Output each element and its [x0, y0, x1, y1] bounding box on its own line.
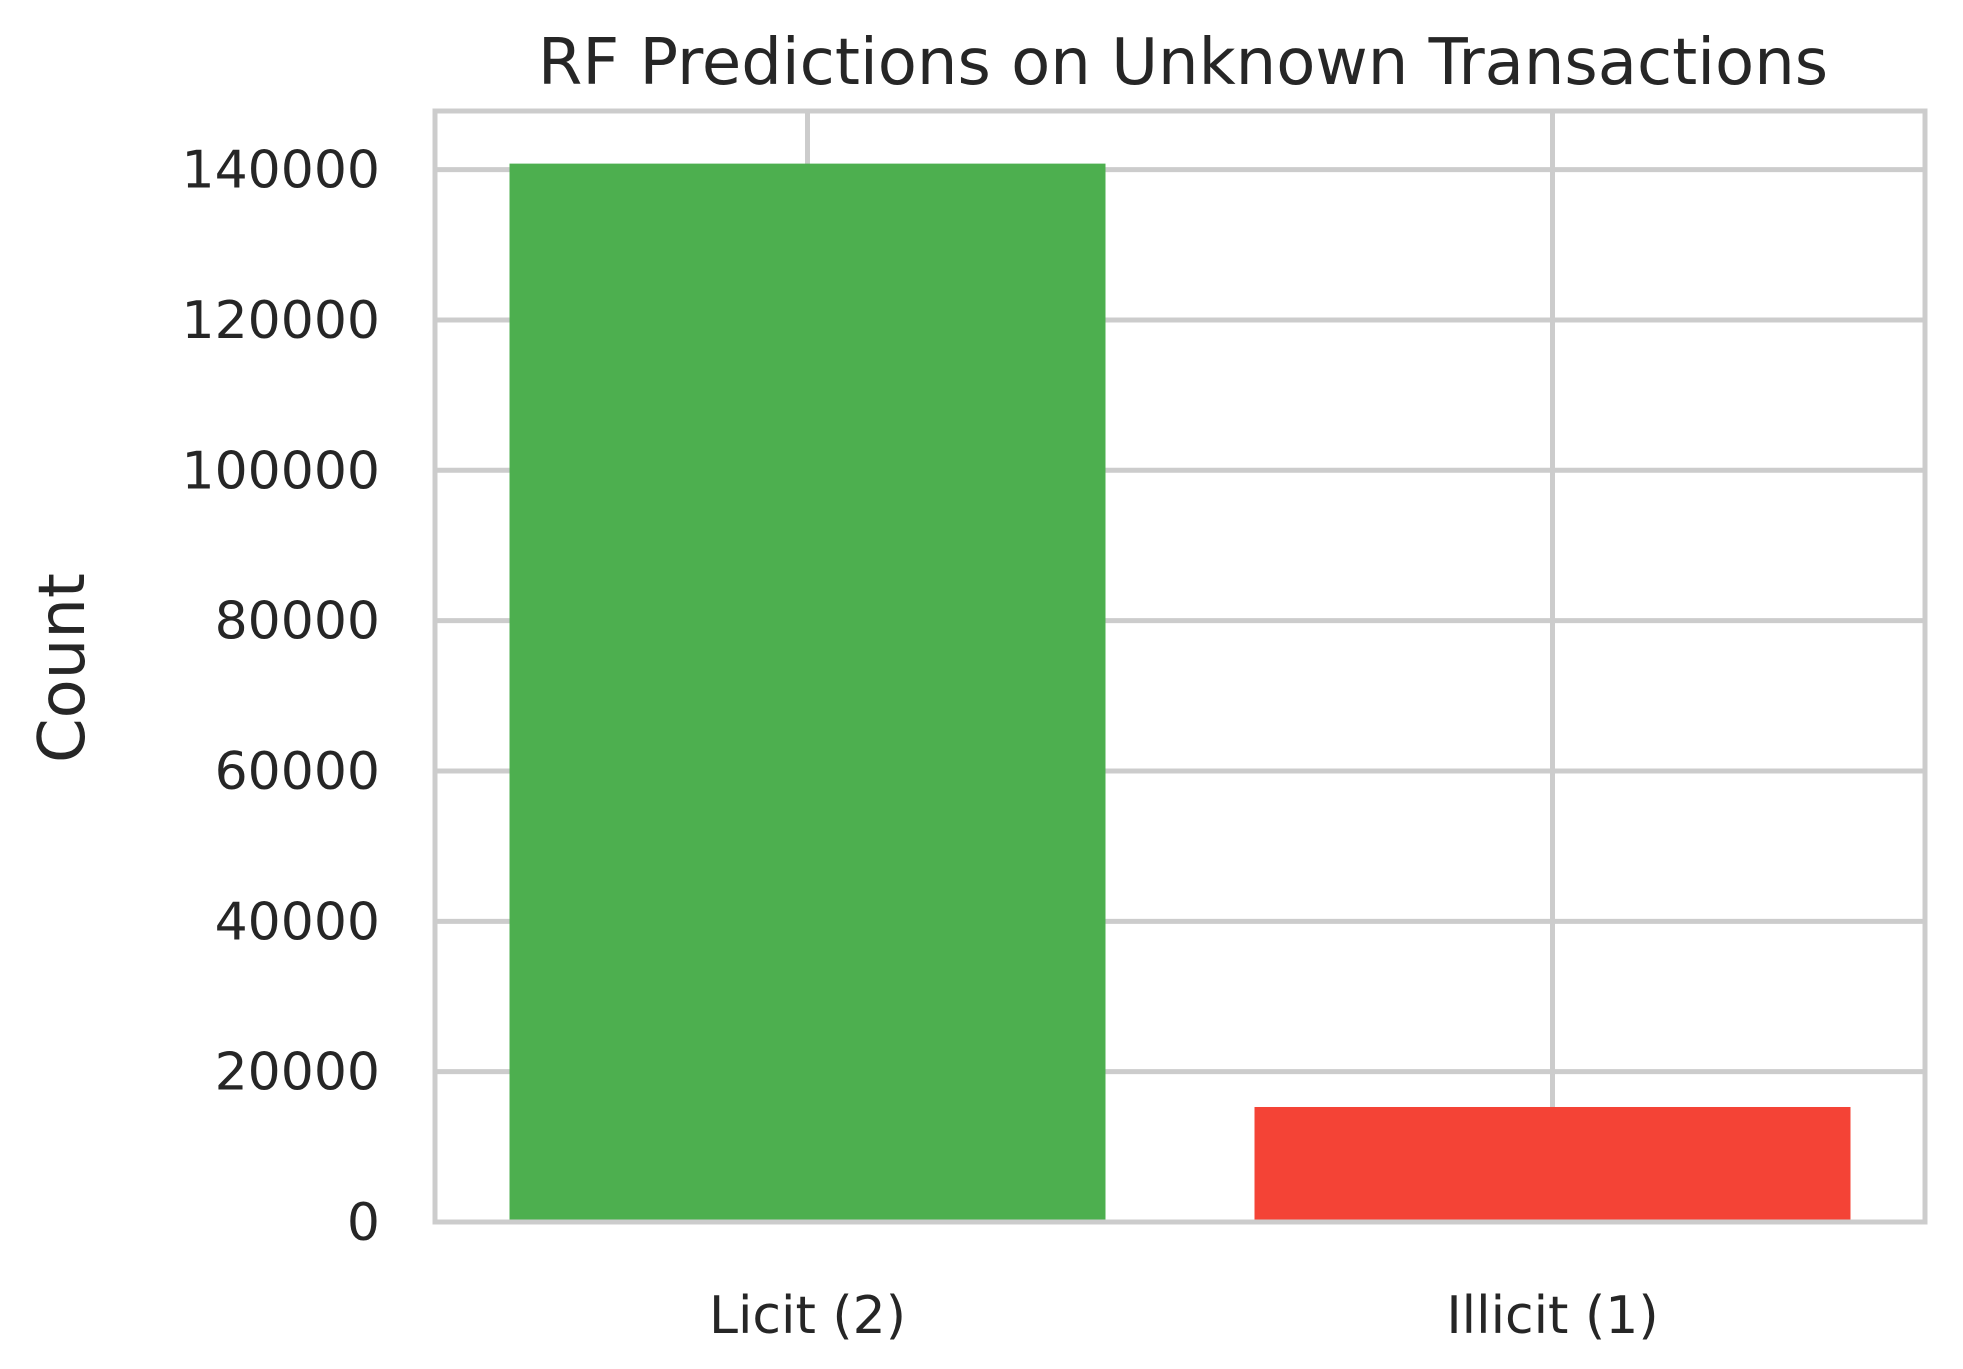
x-tick-label: Illicit (1)	[1446, 1286, 1658, 1346]
chart-title: RF Predictions on Unknown Transactions	[538, 26, 1828, 100]
y-tick-label: 80000	[215, 592, 380, 652]
y-axis-label: Count	[26, 573, 100, 763]
y-tick-label: 40000	[215, 892, 380, 952]
y-tick-label: 100000	[181, 441, 380, 501]
bar-1	[1254, 1106, 1851, 1222]
plot-frame	[432, 108, 1928, 1225]
y-tick-label: 0	[347, 1193, 380, 1253]
bar-0	[509, 163, 1106, 1222]
plot-area: 0 20000 40000 60000 80000 100000 120000 140000 L…	[181, 108, 1928, 1346]
y-tick-label: 20000	[215, 1043, 380, 1103]
y-tick-label: 120000	[181, 291, 380, 351]
x-tick-label: Licit (2)	[709, 1286, 906, 1346]
y-tick-label: 140000	[181, 141, 380, 201]
y-tick-label: 60000	[215, 742, 380, 802]
